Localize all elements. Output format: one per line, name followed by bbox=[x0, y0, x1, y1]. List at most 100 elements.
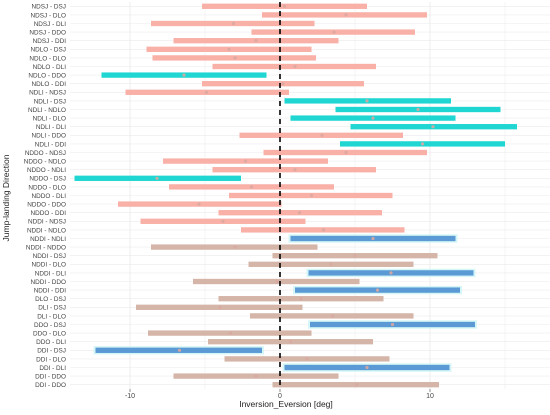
y-tick-label: NDLI - NDSJ bbox=[29, 90, 66, 97]
bars-layer bbox=[74, 3, 517, 388]
y-tick-label: NDDI - DLO bbox=[32, 262, 66, 269]
x-tick-label: 10 bbox=[426, 393, 434, 400]
mean-point bbox=[299, 297, 303, 301]
y-tick-label: DLO - DSJ bbox=[35, 296, 66, 303]
y-tick-label: DLI - DSJ bbox=[38, 305, 66, 312]
y-tick-label: NDSJ - DLO bbox=[30, 12, 66, 19]
mean-point bbox=[227, 47, 231, 51]
y-tick-label: DDI - DDO bbox=[35, 374, 66, 381]
mean-point bbox=[365, 99, 369, 103]
mean-point bbox=[228, 331, 233, 335]
x-axis-title: Inversion_Eversion [deg] bbox=[239, 399, 333, 409]
mean-point bbox=[420, 142, 425, 146]
y-tick-label: DDO - DSJ bbox=[34, 322, 66, 329]
mean-point bbox=[221, 219, 225, 223]
y-tick-label: NDLI - DDI bbox=[35, 141, 66, 148]
mean-point bbox=[344, 13, 348, 17]
mean-point bbox=[275, 279, 279, 284]
mean-point bbox=[365, 365, 369, 370]
mean-point bbox=[371, 116, 375, 120]
y-tick-label: NDLO - DDO bbox=[28, 73, 66, 80]
y-tick-label: DLI - DLO bbox=[37, 313, 66, 320]
y-tick-label: NDLI - DSJ bbox=[34, 98, 66, 105]
mean-point bbox=[344, 150, 348, 155]
y-tick-label: NDLI - NDLO bbox=[28, 107, 66, 114]
y-tick-label: NDDO - DDI bbox=[30, 210, 66, 217]
mean-point bbox=[204, 90, 209, 94]
mean-point bbox=[332, 30, 336, 34]
y-tick-label: NDDI - DLI bbox=[35, 270, 66, 277]
mean-point bbox=[182, 73, 186, 77]
y-tick-label: NDDO - DDO bbox=[27, 202, 66, 209]
mean-point bbox=[431, 125, 435, 129]
y-tick-label: DDI - DSJ bbox=[37, 348, 66, 355]
y-tick-label: NDLO - DLO bbox=[29, 55, 66, 62]
mean-point bbox=[297, 211, 302, 215]
y-tick-label: DDI - DLI bbox=[39, 365, 66, 372]
mean-point bbox=[231, 21, 236, 26]
mean-point bbox=[321, 228, 326, 232]
mean-point bbox=[155, 176, 159, 180]
mean-point bbox=[353, 254, 357, 258]
mean-point bbox=[254, 374, 258, 378]
mean-point bbox=[249, 185, 254, 189]
mean-point bbox=[282, 4, 287, 8]
mean-point bbox=[330, 314, 335, 318]
mean-point bbox=[389, 271, 393, 275]
mean-point bbox=[309, 193, 314, 198]
mean-point bbox=[416, 107, 420, 112]
x-tick-label: 0 bbox=[278, 393, 282, 400]
mean-point bbox=[320, 133, 324, 137]
y-tick-label: NDDO - NDLO bbox=[24, 159, 66, 166]
mean-point bbox=[218, 305, 222, 309]
y-tick-label: NDDO - DLO bbox=[28, 184, 66, 191]
y-tick-label: NDSJ - DDO bbox=[29, 30, 66, 37]
y-tick-label: NDDI - DDO bbox=[30, 279, 66, 286]
y-tick-label: NDDI - NDLI bbox=[30, 236, 66, 243]
y-tick-label: NDDI - NDDO bbox=[26, 245, 66, 252]
mean-point bbox=[233, 245, 237, 249]
y-tick-label: NDDO - NDLI bbox=[27, 167, 66, 174]
y-tick-label: NDDO - DSJ bbox=[29, 176, 66, 183]
y-axis-title: Jump-landing Direction bbox=[1, 154, 11, 241]
mean-point bbox=[390, 322, 395, 327]
mean-point bbox=[293, 64, 297, 69]
mean-point bbox=[305, 357, 309, 361]
y-tick-label: NDSJ - DDI bbox=[33, 38, 67, 45]
mean-point bbox=[375, 288, 380, 292]
y-tick-label: DDO - DLO bbox=[33, 331, 66, 338]
y-tick-label: NDLI - DDO bbox=[32, 133, 66, 140]
mean-point bbox=[254, 39, 258, 43]
mean-point bbox=[329, 262, 333, 266]
y-tick-label: NDLI - DLI bbox=[36, 124, 66, 131]
y-tick-label: NDDI - DSJ bbox=[33, 253, 66, 260]
y-tick-label: NDSJ - DSJ bbox=[32, 4, 66, 11]
y-tick-label: NDLO - DDI bbox=[32, 81, 67, 88]
mean-point bbox=[177, 348, 182, 352]
x-tick-label: -10 bbox=[125, 393, 135, 400]
y-tick-label: NDDI - NDSJ bbox=[28, 219, 66, 226]
mean-point bbox=[354, 383, 359, 387]
mean-point bbox=[281, 82, 285, 86]
y-tick-label: DDI - DLO bbox=[36, 356, 66, 363]
mean-point bbox=[197, 202, 201, 206]
mean-point bbox=[233, 56, 237, 60]
mean-point bbox=[243, 159, 248, 163]
x-tick-labels: -10 0 10 bbox=[125, 389, 434, 400]
mean-point bbox=[293, 168, 297, 172]
y-tick-label: NDDI - NDLO bbox=[27, 227, 66, 234]
mean-point bbox=[288, 340, 293, 344]
y-tick-label: NDLO - DSJ bbox=[30, 47, 66, 54]
y-tick-label: NDSJ - DLI bbox=[34, 21, 67, 28]
y-tick-label: DDI - DDO bbox=[35, 382, 66, 389]
y-tick-label: NDLO - DLI bbox=[33, 64, 67, 71]
y-tick-label: DDO - DLI bbox=[36, 339, 66, 346]
mean-point bbox=[371, 236, 375, 241]
y-tick-label: NDDO - NDSJ bbox=[25, 150, 66, 157]
y-tick-label: NDDO - DLI bbox=[32, 193, 67, 200]
y-tick-label: NDDI - DDI bbox=[34, 288, 67, 295]
y-tick-label: NDLI - DLO bbox=[33, 116, 66, 123]
